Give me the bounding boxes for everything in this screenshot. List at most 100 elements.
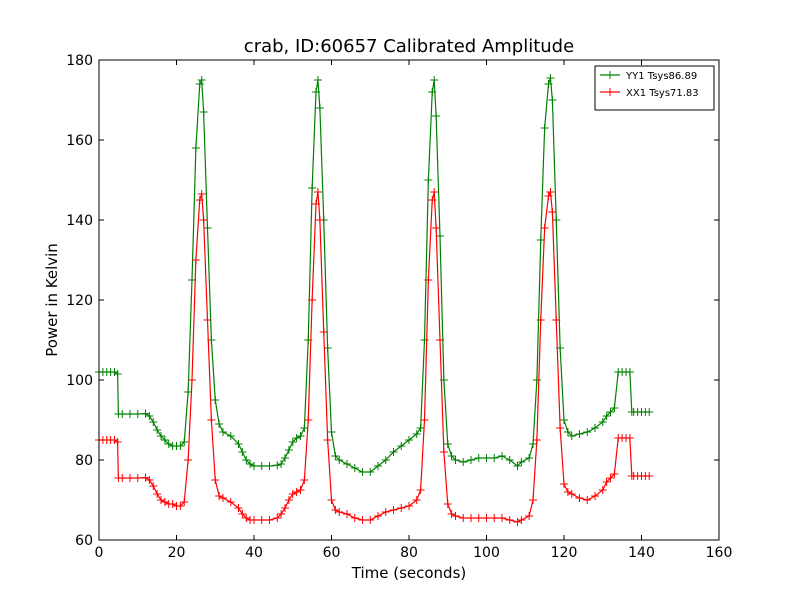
data-point <box>242 514 251 522</box>
data-point <box>548 96 557 104</box>
legend-marker <box>606 88 614 96</box>
data-point <box>467 456 475 464</box>
data-point <box>602 412 611 420</box>
data-point <box>246 460 255 468</box>
data-point <box>498 514 506 522</box>
data-point <box>451 512 460 520</box>
data-point <box>525 512 534 520</box>
data-point <box>552 316 561 324</box>
legend-entry: XX1 Tsys71.83 <box>600 88 699 99</box>
data-point <box>195 80 204 88</box>
data-point <box>149 482 158 490</box>
data-point <box>625 368 634 376</box>
y-tick-label: 100 <box>66 373 93 389</box>
legend-entry: YY1 Tsys86.89 <box>600 71 697 82</box>
data-point <box>153 426 162 434</box>
y-tick-label: 140 <box>66 213 93 229</box>
data-point <box>207 416 216 424</box>
data-point <box>546 188 555 196</box>
data-point <box>327 428 336 436</box>
x-tick-label: 0 <box>95 545 104 561</box>
data-point <box>215 492 224 500</box>
x-tick-label: 80 <box>400 545 418 561</box>
data-point <box>474 454 483 462</box>
data-point <box>113 438 122 446</box>
data-point <box>145 412 154 420</box>
data-point <box>113 370 122 378</box>
data-point <box>591 424 599 432</box>
data-point <box>160 436 169 444</box>
data-point <box>149 418 158 426</box>
data-point <box>374 462 382 470</box>
data-point <box>265 462 274 470</box>
data-point <box>536 316 545 324</box>
data-point <box>645 472 654 480</box>
data-point <box>459 514 468 522</box>
data-point <box>350 514 359 522</box>
data-point <box>544 80 553 88</box>
data-point <box>540 224 549 232</box>
data-point <box>610 470 619 478</box>
data-point <box>327 496 336 504</box>
data-point <box>482 454 491 462</box>
data-point <box>288 438 297 446</box>
data-point <box>242 456 251 464</box>
data-point <box>315 216 324 224</box>
data-point <box>300 424 309 432</box>
data-point <box>366 516 375 524</box>
data-point <box>199 216 208 224</box>
data-point <box>575 494 584 502</box>
data-point <box>567 432 576 440</box>
data-point <box>176 442 185 450</box>
data-point <box>447 452 456 460</box>
data-point <box>211 476 220 484</box>
data-point <box>191 144 200 152</box>
data-point <box>184 456 193 464</box>
data-point <box>517 458 526 466</box>
data-point <box>273 514 282 522</box>
series-2 <box>95 188 654 526</box>
data-point <box>184 388 193 396</box>
data-point <box>197 190 206 198</box>
data-point <box>257 462 266 470</box>
data-point <box>358 468 367 476</box>
data-point <box>405 502 413 510</box>
data-point <box>436 336 444 344</box>
data-point <box>606 474 615 482</box>
series-line <box>99 189 650 523</box>
x-tick-label: 100 <box>473 545 500 561</box>
data-point <box>374 512 382 520</box>
data-point <box>180 438 189 446</box>
data-point <box>544 192 553 200</box>
data-point <box>308 184 317 192</box>
data-point <box>188 376 196 384</box>
data-point <box>160 498 169 506</box>
data-point <box>203 224 212 232</box>
data-point <box>606 408 615 416</box>
data-point <box>191 256 200 264</box>
data-point <box>335 508 344 516</box>
data-point <box>498 452 506 460</box>
x-tick-label: 20 <box>168 545 186 561</box>
data-point <box>226 498 235 506</box>
data-point <box>197 76 206 84</box>
data-point <box>447 510 456 518</box>
data-point <box>598 418 607 426</box>
data-point <box>416 486 425 494</box>
x-tick-label: 60 <box>323 545 341 561</box>
data-point <box>292 488 301 496</box>
data-point <box>195 196 204 204</box>
data-point <box>529 440 537 448</box>
data-point <box>424 176 433 184</box>
plot-frame <box>98 59 720 541</box>
data-point <box>505 516 514 524</box>
data-point <box>176 502 185 510</box>
data-point <box>560 416 568 424</box>
data-point <box>234 440 243 448</box>
data-point <box>296 486 305 494</box>
data-point <box>567 490 576 498</box>
data-point <box>343 510 351 518</box>
data-point <box>625 434 634 442</box>
data-point <box>296 432 305 440</box>
